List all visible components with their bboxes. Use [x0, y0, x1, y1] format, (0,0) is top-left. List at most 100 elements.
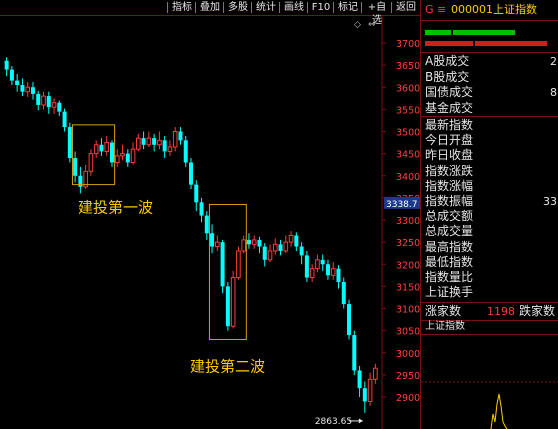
price-label: 3650 — [396, 61, 420, 72]
toolbar-button[interactable]: F10 — [311, 2, 331, 13]
candle-body — [93, 144, 99, 155]
candle-body — [183, 140, 188, 163]
toolbar-button[interactable]: 指标 — [172, 2, 192, 13]
candle-body — [83, 170, 88, 188]
candle-body — [367, 378, 373, 402]
candle-body — [114, 155, 120, 163]
candle-body — [99, 144, 104, 152]
quote-row-value: 2 — [550, 55, 557, 68]
candle-body — [67, 127, 72, 159]
panel-divider — [421, 116, 558, 117]
volume-bar — [425, 41, 473, 46]
quote-row-label: 指数量比 — [425, 270, 474, 284]
toolbar-separator — [361, 2, 362, 13]
candle-body — [109, 142, 114, 163]
wave2-box — [208, 204, 247, 340]
price-label: 3100 — [396, 305, 420, 316]
candle-body — [88, 153, 94, 172]
candle-body — [130, 148, 136, 163]
toolbar-separator — [167, 2, 168, 13]
candle-body — [73, 158, 78, 176]
stock-code[interactable]: 000001 — [451, 3, 493, 16]
current-price-label: 3338.7 — [386, 200, 418, 210]
toolbar-button[interactable]: 统计 — [256, 2, 276, 13]
wave2-label: 建投第二波 — [190, 357, 265, 375]
candle-body — [194, 184, 199, 203]
advancers-label: 涨家数 — [425, 304, 462, 318]
candle-body — [257, 239, 262, 247]
candle-body — [30, 87, 35, 94]
candle-body — [162, 140, 167, 152]
quote-row-label: A股成交 — [425, 54, 470, 68]
chart-svg[interactable]: ◇⇔37003650360035503500345034003350330032… — [0, 16, 420, 429]
quote-row-label: 上证换手 — [425, 285, 474, 300]
quote-row-value: 8 — [550, 86, 557, 99]
toolbar-button[interactable]: 多股 — [228, 2, 248, 13]
candle-body — [373, 367, 378, 380]
candle-body — [283, 241, 289, 252]
quote-row-label: 今日开盘 — [425, 133, 474, 148]
quote-row-label: 指数振幅 — [425, 194, 474, 208]
volume-bar — [475, 41, 547, 46]
candle-body — [236, 250, 241, 279]
panel-divider — [421, 302, 558, 303]
wave1-label: 建投第一波 — [78, 199, 153, 217]
candle-body — [62, 111, 67, 128]
candle-body — [4, 60, 9, 70]
wave1-box — [71, 124, 116, 186]
decliners-label: 跌家数 — [519, 304, 556, 318]
candle-body — [225, 286, 230, 327]
price-label: 3550 — [396, 105, 420, 116]
toolbar-button[interactable]: 叠加 — [200, 2, 220, 13]
candle-body — [278, 244, 283, 251]
candle-body — [172, 131, 178, 148]
price-label: 3200 — [396, 260, 420, 271]
quote-row-label: 基金成交 — [425, 100, 474, 115]
candle-body — [341, 281, 346, 305]
candle-body — [294, 235, 299, 247]
advancers-value: 1198 — [487, 305, 515, 318]
candle-body — [125, 153, 130, 163]
candle-body — [352, 335, 357, 371]
mini-intraday-chart — [421, 381, 558, 429]
quote-row-label: 国债成交 — [425, 85, 474, 99]
panel-divider — [421, 320, 558, 321]
candle-body — [41, 95, 46, 106]
candle-body — [199, 202, 204, 216]
candle-body — [262, 246, 267, 260]
candle-body — [152, 138, 157, 145]
quote-row-label: 昨日收盘 — [425, 148, 474, 163]
candle-body — [178, 131, 183, 141]
candle-body — [78, 175, 83, 187]
candle-body — [104, 142, 110, 152]
price-label: 3250 — [396, 238, 420, 249]
candle-body — [347, 304, 352, 336]
toolbar-button[interactable]: 返回 — [396, 2, 416, 13]
chart-toolbar: 指标 叠加 多股 统计 画线 F10 标记 +自选 返回 — [0, 0, 420, 26]
candle-body — [336, 268, 341, 282]
toolbar-button[interactable]: 画线 — [284, 2, 304, 13]
price-label: 3700 — [396, 39, 420, 50]
candle-body — [210, 233, 215, 247]
quote-row-label: 总成交量 — [425, 224, 474, 239]
quote-row-value: 33 — [543, 195, 557, 208]
candle-body — [15, 80, 20, 86]
price-label: 3150 — [396, 282, 420, 293]
candlestick-chart[interactable]: ◇⇔37003650360035503500345034003350330032… — [0, 16, 420, 429]
panel-divider — [421, 334, 558, 335]
quote-row-label: 指数涨跌 — [425, 163, 474, 178]
toolbar-separator — [223, 2, 224, 13]
diamond-icon: ◇ — [354, 20, 361, 30]
toolbar-button[interactable]: +自选 — [367, 2, 387, 26]
mini-price-line — [490, 393, 508, 429]
price-label: 3050 — [396, 327, 420, 338]
price-label: 3450 — [396, 150, 420, 161]
price-label: 3400 — [396, 172, 420, 183]
candle-body — [189, 162, 193, 185]
candle-body — [309, 268, 315, 279]
volume-bar — [425, 30, 451, 35]
quote-panel: G ≡ 000001 上证指数 A股成交 2 B股成交 国债成交 8 基金成交 最新指数 今日… — [420, 0, 558, 429]
toolbar-button[interactable]: 标记 — [338, 2, 358, 13]
panel-divider — [421, 52, 558, 53]
stock-name[interactable]: 上证指数 — [493, 3, 537, 16]
